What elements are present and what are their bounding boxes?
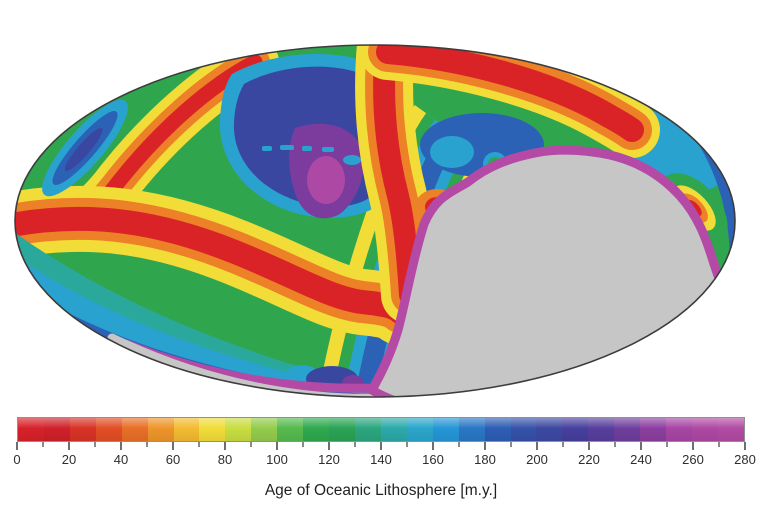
colorbar-segment-120-130 <box>329 418 355 441</box>
minor-tick-250 <box>666 442 668 447</box>
major-tick-240 <box>640 442 642 450</box>
tick-label-80: 80 <box>217 452 233 467</box>
major-tick-20 <box>68 442 70 450</box>
tick-label-0: 0 <box>13 452 21 467</box>
colorbar-segment-50-60 <box>147 418 174 441</box>
colorbar-segment-10-20 <box>43 418 70 441</box>
major-tick-260 <box>692 442 694 450</box>
major-tick-180 <box>484 442 486 450</box>
colorbar-segment-270-280 <box>717 418 744 441</box>
minor-tick-270 <box>718 442 720 447</box>
basin-cyan-specks <box>262 145 334 152</box>
colorbar-segment-30-40 <box>95 418 122 441</box>
colorbar-segment-190-200 <box>510 418 537 441</box>
colorbar-segment-60-70 <box>173 418 200 441</box>
major-tick-200 <box>536 442 538 450</box>
tick-label-180: 180 <box>474 452 496 467</box>
tick-label-100: 100 <box>266 452 288 467</box>
major-tick-220 <box>588 442 590 450</box>
colorbar-segment-40-50 <box>121 418 148 441</box>
major-tick-60 <box>172 442 174 450</box>
colorbar-ticks <box>16 442 746 451</box>
minor-tick-90 <box>250 442 252 447</box>
tick-label-160: 160 <box>422 452 444 467</box>
colorbar-segment-160-170 <box>432 418 459 441</box>
minor-tick-110 <box>302 442 304 447</box>
tick-label-40: 40 <box>113 452 129 467</box>
colorbar: 0 20 40 60 80 100 120 140 160 180 200 220 240 260 280 <box>13 417 756 470</box>
minor-tick-70 <box>198 442 200 447</box>
tick-label-60: 60 <box>165 452 181 467</box>
minor-tick-210 <box>562 442 564 447</box>
colorbar-labels: 0 20 40 60 80 100 120 140 160 180 200 220 240 260 280 <box>13 452 755 470</box>
colorbar-segment-150-160 <box>406 418 433 441</box>
basin-teal-lens <box>343 155 361 165</box>
upper-left-old-streak <box>42 99 128 197</box>
major-tick-0 <box>16 442 18 450</box>
colorbar-segment-130-140 <box>354 418 381 441</box>
colorbar-segment-220-230 <box>588 418 615 441</box>
colorbar-segment-180-190 <box>484 418 511 441</box>
colorbar-segment-250-260 <box>666 418 692 441</box>
minor-tick-170 <box>458 442 460 447</box>
colorbar-segment-200-210 <box>536 418 563 441</box>
colorbar-segment-80-90 <box>225 418 252 441</box>
minor-tick-190 <box>509 442 512 447</box>
colorbar-segment-100-110 <box>277 418 304 441</box>
colorbar-segment-240-250 <box>640 418 667 441</box>
tick-label-240: 240 <box>630 452 652 467</box>
colorbar-segment-140-150 <box>380 418 407 441</box>
major-tick-160 <box>432 442 434 450</box>
ridge-top-arc <box>360 45 660 158</box>
colorbar-segments <box>17 417 745 442</box>
major-tick-40 <box>120 442 122 450</box>
tick-label-140: 140 <box>370 452 392 467</box>
colorbar-segment-20-30 <box>69 418 96 441</box>
ridge-central-vertical <box>355 45 439 324</box>
minor-tick-30 <box>94 442 96 447</box>
major-tick-140 <box>380 442 382 450</box>
minor-tick-130 <box>354 442 356 447</box>
major-tick-280 <box>744 442 746 450</box>
ridge-main-s <box>15 185 433 345</box>
colorbar-segment-90-100 <box>251 418 278 441</box>
map-area <box>14 44 736 398</box>
major-tick-100 <box>276 442 278 450</box>
tick-label-260: 260 <box>682 452 704 467</box>
old-basin-upper-center <box>219 54 395 219</box>
major-tick-80 <box>224 442 226 450</box>
minor-tick-50 <box>146 442 148 447</box>
colorbar-segment-110-120 <box>303 418 330 441</box>
projection-outline <box>14 44 736 398</box>
colorbar-segment-170-180 <box>458 418 485 441</box>
tick-label-280: 280 <box>734 452 756 467</box>
colorbar-caption: Age of Oceanic Lithosphere [m.y.] <box>264 482 498 499</box>
colorbar-segment-0-10 <box>18 418 44 441</box>
colorbar-segment-230-240 <box>614 418 641 441</box>
tick-label-120: 120 <box>318 452 340 467</box>
colorbar-segment-210-220 <box>562 418 589 441</box>
minor-tick-150 <box>406 442 408 447</box>
major-tick-120 <box>328 442 330 450</box>
lithosphere-age-map <box>14 44 736 398</box>
colorbar-segment-70-80 <box>199 418 226 441</box>
tick-label-20: 20 <box>61 452 77 467</box>
tick-label-200: 200 <box>526 452 548 467</box>
tick-label-220: 220 <box>578 452 600 467</box>
minor-tick-10 <box>42 442 44 447</box>
colorbar-segment-260-270 <box>691 418 718 441</box>
minor-tick-230 <box>614 442 616 447</box>
